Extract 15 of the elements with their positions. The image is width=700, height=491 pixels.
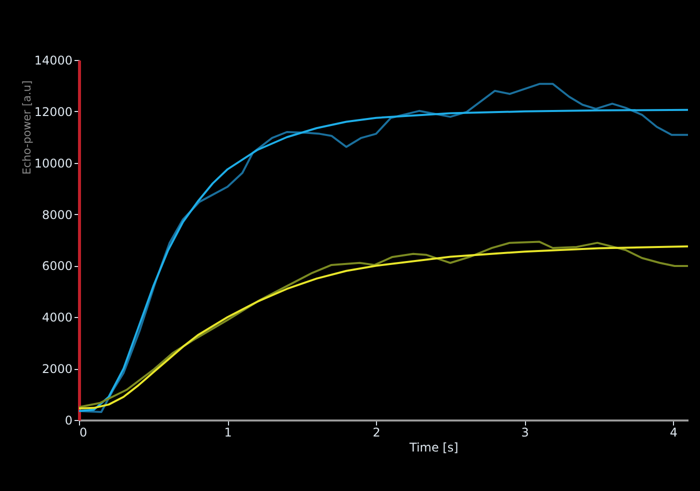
x-tick-label: 3 — [521, 426, 529, 440]
y-tick-label: 12000 — [34, 104, 72, 119]
y-tick-label: 8000 — [42, 208, 72, 222]
x-axis-title: Time [s] — [408, 440, 458, 454]
y-tick-label: 10000 — [34, 156, 72, 170]
y-tick-label: 4000 — [42, 310, 72, 325]
y-tick-label: 2000 — [42, 362, 72, 376]
y-tick-label: 6000 — [42, 259, 72, 274]
x-tick-label: 1 — [224, 426, 232, 440]
y-tick-label: 14000 — [34, 54, 72, 68]
x-tick-label: 2 — [372, 426, 380, 440]
x-tick-label: 0 — [80, 426, 88, 440]
x-tick-label: 4 — [670, 426, 678, 440]
y-axis-title: Echo-power [a.u] — [20, 80, 34, 175]
y-tick-label: 0 — [64, 414, 72, 428]
